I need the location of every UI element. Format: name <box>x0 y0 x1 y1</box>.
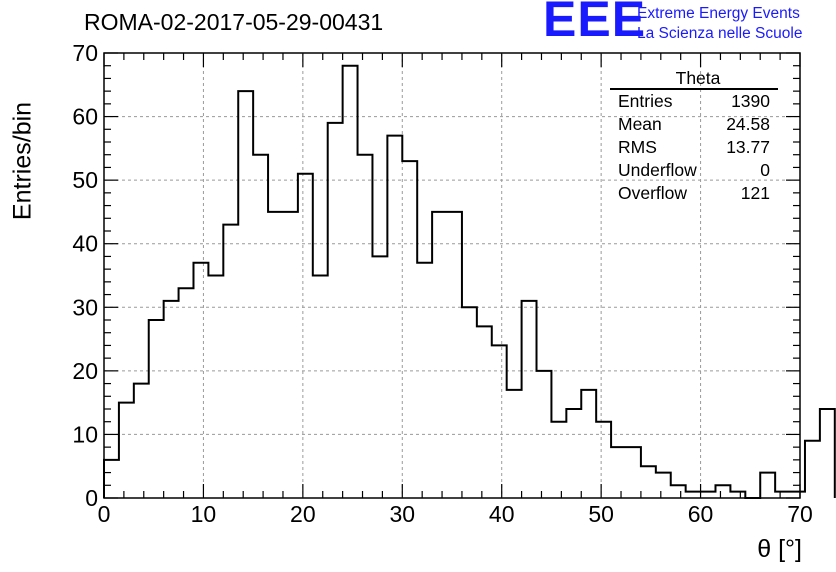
histogram-bin <box>641 466 656 498</box>
histogram-bin <box>223 225 238 498</box>
histogram-bin <box>134 384 149 498</box>
stats-value: 1390 <box>731 91 770 111</box>
histogram-bin <box>298 174 313 498</box>
y-tick-label: 30 <box>72 294 98 320</box>
y-tick-label: 20 <box>72 358 98 384</box>
stats-row: Overflow 121 <box>610 182 778 205</box>
histogram-bin <box>462 307 477 498</box>
y-axis-label: Entries/bin <box>6 102 40 220</box>
stats-label: Entries <box>618 91 673 111</box>
histogram-bin <box>417 263 432 498</box>
x-tick-label: 20 <box>290 501 316 527</box>
histogram-bin <box>730 492 745 498</box>
histogram-bin <box>820 409 835 498</box>
stats-row: Mean 24.58 <box>610 113 778 136</box>
stats-title: Theta <box>610 68 778 90</box>
histogram-bin <box>208 276 223 499</box>
histogram-bin <box>656 473 671 498</box>
x-tick-label: 70 <box>787 501 813 527</box>
histogram-bin <box>283 212 298 498</box>
histogram-bin <box>551 422 566 498</box>
histogram-bin <box>387 136 402 498</box>
histogram-bin <box>193 263 208 498</box>
histogram-bin <box>402 161 417 498</box>
histogram-bin <box>492 345 507 498</box>
histogram-bin <box>343 66 358 498</box>
histogram-outline <box>103 64 836 499</box>
stats-row: RMS 13.77 <box>610 136 778 159</box>
histogram-bin <box>581 390 596 498</box>
stats-value: 0 <box>760 160 770 180</box>
x-axis-label: θ [°] <box>757 535 802 563</box>
stats-label: Mean <box>618 114 662 134</box>
histogram-bin <box>775 492 790 498</box>
stats-box: Theta Entries 1390 Mean 24.58 RMS 13.77 … <box>610 68 778 205</box>
histogram-bin <box>164 301 179 498</box>
histogram-bin <box>238 91 253 498</box>
histogram-bin <box>715 485 730 498</box>
histogram-bin <box>507 390 522 498</box>
histogram-bin <box>522 301 537 498</box>
x-tick-label: 10 <box>191 501 217 527</box>
histogram-bin <box>477 326 492 498</box>
stats-row: Entries 1390 <box>610 90 778 113</box>
histogram-bin <box>119 403 134 498</box>
histogram-bin <box>671 485 686 498</box>
histogram-bin <box>313 276 328 499</box>
histogram-bin <box>760 473 775 498</box>
histogram-bin <box>268 212 283 498</box>
histogram-bin <box>253 155 268 498</box>
stats-label: Overflow <box>618 183 688 203</box>
y-tick-label: 40 <box>72 231 98 257</box>
x-tick-label: 0 <box>98 501 111 527</box>
eee-logo-mark: EEE <box>543 0 647 47</box>
y-tick-label: 50 <box>72 167 98 193</box>
histogram-bin <box>104 460 119 498</box>
histogram-bin <box>179 288 194 498</box>
x-tick-label: 50 <box>588 501 614 527</box>
x-tick-label: 40 <box>489 501 515 527</box>
histogram-bin <box>611 447 626 498</box>
histogram-bin <box>149 320 164 498</box>
stats-label: Underflow <box>618 160 697 180</box>
histogram-bin <box>372 256 387 498</box>
x-tick-label: 30 <box>389 501 415 527</box>
histogram-bin <box>805 441 820 498</box>
histogram-bin <box>447 212 462 498</box>
y-axis-label-text: Entries/bin <box>8 101 37 221</box>
histogram-bin <box>686 492 701 498</box>
logo-line-1: Extreme Energy Events <box>637 5 800 22</box>
stats-value: 24.58 <box>726 114 770 134</box>
histogram-bin <box>596 422 611 498</box>
histogram-bin <box>626 447 641 498</box>
y-tick-label: 70 <box>72 40 98 66</box>
logo-line-2: La Scienza nelle Scuole <box>637 25 803 42</box>
y-tick-label: 10 <box>72 421 98 447</box>
histogram-bin <box>566 409 581 498</box>
histogram-bin <box>790 492 805 498</box>
x-tick-label: 60 <box>688 501 714 527</box>
stats-label: RMS <box>618 137 657 157</box>
chart-title: ROMA-02-2017-05-29-00431 <box>84 9 384 35</box>
stats-value: 13.77 <box>726 137 770 157</box>
histogram-bin <box>432 212 447 498</box>
histogram-bin <box>537 371 552 498</box>
y-tick-label: 60 <box>72 104 98 130</box>
eee-logo-text: Extreme Energy Events La Scienza nelle S… <box>637 4 802 44</box>
y-tick-label: 0 <box>85 485 98 511</box>
histogram-bin <box>701 492 716 498</box>
stats-row: Underflow 0 <box>610 159 778 182</box>
histogram-bin <box>358 155 373 498</box>
stats-value: 121 <box>740 183 770 203</box>
histogram-bin <box>328 123 343 498</box>
